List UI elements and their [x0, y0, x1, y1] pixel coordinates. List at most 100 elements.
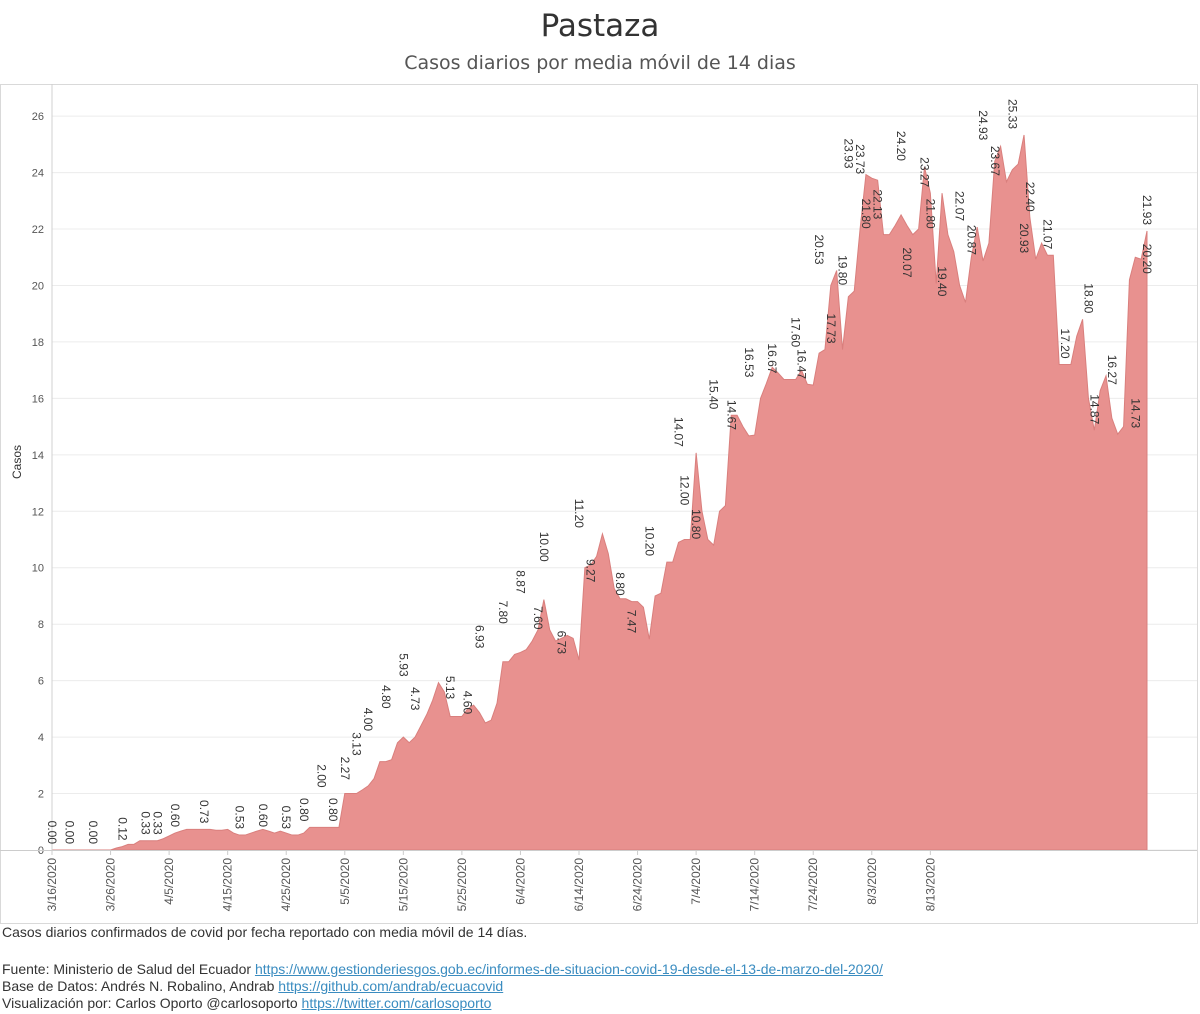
data-label: 3.13: [349, 732, 363, 756]
y-tick-label: 14: [32, 450, 44, 462]
data-label: 20.07: [900, 247, 914, 277]
data-label: 10.80: [689, 509, 703, 539]
data-label: 0.33: [139, 811, 153, 835]
database-label: Base de Datos: Andrés N. Robalino, Andra…: [2, 978, 275, 994]
y-tick-label: 12: [32, 506, 44, 518]
x-tick-label: 3/16/2020: [45, 858, 59, 912]
data-label: 16.27: [1105, 355, 1119, 385]
data-label: 7.80: [496, 600, 510, 624]
data-label: 0.00: [86, 821, 100, 845]
data-label: 23.93: [841, 139, 855, 169]
data-label: 4.60: [461, 691, 475, 715]
data-label: 4.80: [379, 685, 393, 709]
chart-description: Casos diarios confirmados de covid por f…: [2, 924, 528, 940]
data-label: 21.07: [1040, 219, 1054, 249]
source-link[interactable]: https://www.gestionderiesgos.gob.ec/info…: [254, 961, 883, 977]
x-tick-label: 5/15/2020: [396, 858, 410, 912]
y-tick-label: 20: [32, 280, 44, 292]
x-tick-label: 8/3/2020: [865, 858, 879, 905]
data-label: 16.53: [742, 347, 756, 377]
y-tick-label: 2: [38, 789, 44, 801]
x-tick-label: 3/26/2020: [104, 858, 118, 912]
y-tick-label: 8: [38, 619, 44, 631]
y-tick-label: 6: [38, 676, 44, 688]
y-tick-label: 4: [38, 732, 44, 744]
credit-line: Visualización por: Carlos Oporto @carlos…: [2, 995, 491, 1011]
data-label: 21.93: [1140, 195, 1154, 225]
x-tick-label: 4/25/2020: [279, 858, 293, 912]
data-label: 23.27: [917, 157, 931, 187]
y-tick-label: 24: [32, 168, 44, 180]
data-label: 12.00: [677, 475, 691, 505]
database-line: Base de Datos: Andrés N. Robalino, Andra…: [2, 978, 503, 994]
data-label: 10.00: [537, 532, 551, 562]
data-label: 17.20: [1058, 328, 1072, 358]
database-link[interactable]: https://github.com/andrab/ecuacovid: [278, 978, 504, 994]
chart-title: Pastaza: [540, 8, 660, 44]
data-label: 0.53: [279, 806, 293, 830]
x-tick-label: 7/4/2020: [689, 858, 703, 905]
data-label: 0.80: [297, 798, 311, 822]
data-label: 14.07: [672, 417, 686, 447]
x-tick-label: 6/24/2020: [631, 858, 645, 912]
credit-link[interactable]: https://twitter.com/carlosoporto: [301, 995, 492, 1011]
data-label: 0.80: [326, 798, 340, 822]
data-label: 14.87: [1087, 394, 1101, 424]
data-label: 16.47: [795, 349, 809, 379]
data-label: 7.60: [531, 606, 545, 630]
data-label: 16.67: [765, 343, 779, 373]
data-label: 22.07: [953, 191, 967, 221]
data-label: 17.73: [824, 314, 838, 344]
x-tick-label: 5/25/2020: [455, 858, 469, 912]
data-label: 23.73: [853, 144, 867, 174]
data-label: 24.93: [976, 110, 990, 140]
data-label: 0.73: [197, 800, 211, 824]
x-tick-label: 6/14/2020: [572, 858, 586, 912]
data-label: 0.53: [232, 806, 246, 830]
plot-frame: [0, 84, 1198, 924]
data-label: 17.60: [789, 317, 803, 347]
data-label: 0.33: [150, 811, 164, 835]
data-label: 22.40: [1023, 182, 1037, 212]
data-label: 10.20: [642, 526, 656, 556]
area-chart: 02468101214161820222426 3/16/20203/26/20…: [0, 84, 1198, 924]
credit-label: Visualización por: Carlos Oporto @carlos…: [2, 995, 298, 1011]
x-tick-label: 4/5/2020: [162, 858, 176, 905]
x-tick-label: 8/13/2020: [923, 858, 937, 912]
data-label: 9.27: [584, 559, 598, 583]
y-tick-label: 16: [32, 393, 44, 405]
data-label: 0.00: [45, 821, 59, 845]
data-label: 20.87: [964, 225, 978, 255]
x-tick-label: 7/14/2020: [748, 858, 762, 912]
data-label: 7.47: [625, 610, 639, 634]
data-label: 21.80: [923, 199, 937, 229]
data-label: 8.80: [613, 572, 627, 596]
y-tick-label: 22: [32, 224, 44, 236]
y-tick-label: 26: [32, 111, 44, 123]
data-label: 0.60: [168, 804, 182, 828]
data-label: 20.93: [1017, 223, 1031, 253]
data-label: 2.27: [338, 757, 352, 781]
data-label: 21.80: [859, 199, 873, 229]
source-line: Fuente: Ministerio de Salud del Ecuador …: [2, 961, 883, 977]
data-label: 0.00: [63, 821, 77, 845]
data-label: 18.80: [1081, 283, 1095, 313]
data-label: 2.00: [314, 764, 328, 788]
y-tick-label: 10: [32, 563, 44, 575]
data-label: 6.93: [472, 625, 486, 649]
data-label: 14.67: [724, 400, 738, 430]
data-label: 25.33: [1005, 99, 1019, 129]
data-label: 24.20: [894, 131, 908, 161]
data-label: 4.00: [361, 708, 375, 732]
data-label: 0.12: [115, 817, 129, 841]
data-label: 8.87: [513, 570, 527, 594]
data-label: 22.13: [871, 189, 885, 219]
x-tick-label: 6/4/2020: [513, 858, 527, 905]
data-label: 20.53: [812, 234, 826, 264]
data-label: 15.40: [707, 379, 721, 409]
data-label: 11.20: [572, 499, 586, 528]
data-label: 0.60: [256, 804, 270, 828]
y-tick-label: 18: [32, 337, 44, 349]
data-label: 6.73: [554, 631, 568, 655]
data-label: 19.40: [935, 266, 949, 296]
